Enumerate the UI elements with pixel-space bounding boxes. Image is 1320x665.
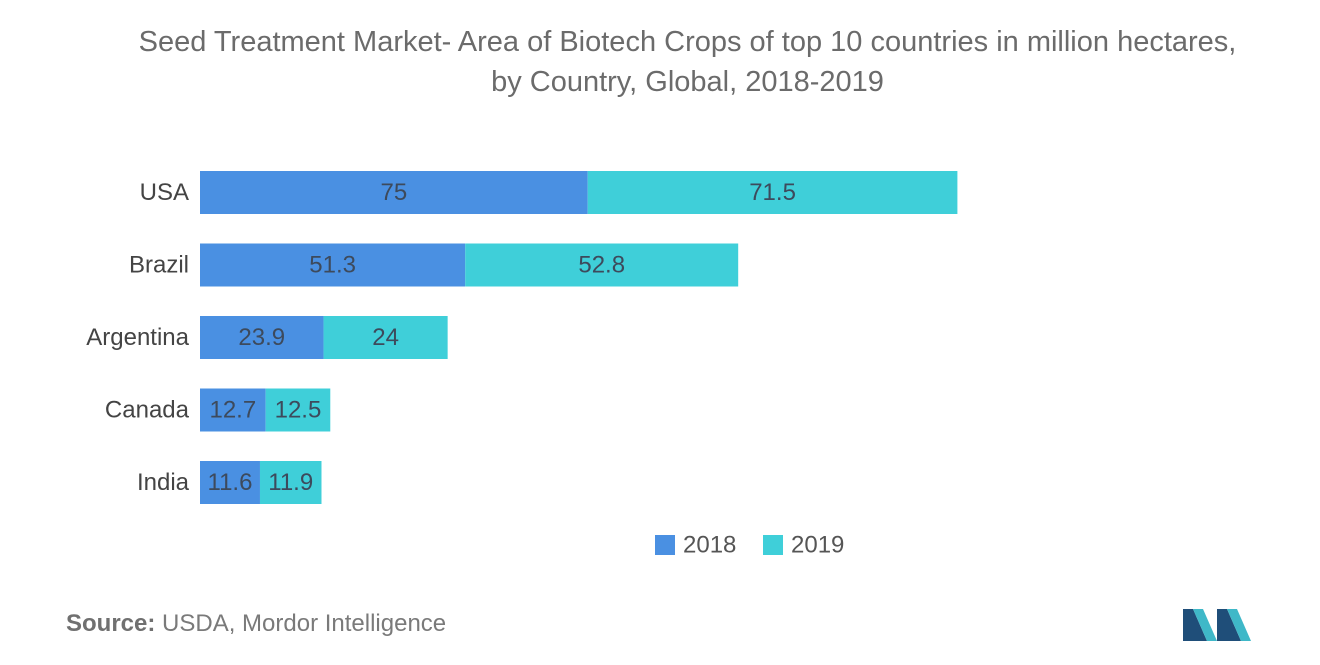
- bar-segment-2018: [200, 243, 466, 287]
- data-label: 24: [372, 324, 399, 351]
- chart-title-line-1: Seed Treatment Market- Area of Biotech C…: [138, 26, 1237, 58]
- data-label: 75: [381, 179, 408, 206]
- source-note: Source: USDA, Mordor Intelligence: [66, 610, 446, 638]
- data-label: 71.5: [749, 179, 796, 206]
- data-label: 52.8: [578, 252, 625, 279]
- legend-label-2018: 2018: [683, 532, 736, 559]
- bar-segment-2018: [200, 316, 324, 359]
- data-label: 11.6: [208, 469, 253, 496]
- legend-label-2019: 2019: [791, 532, 844, 559]
- data-label: 23.9: [238, 324, 285, 351]
- bar-segment-2019: [587, 171, 958, 214]
- bar-segment-2019: [265, 388, 331, 432]
- bar-segment-2019: [465, 243, 739, 287]
- data-label: 12.7: [209, 397, 256, 424]
- legend-swatch-2018: [655, 535, 675, 555]
- source-text: USDA, Mordor Intelligence: [162, 610, 447, 637]
- category-label: USA: [140, 179, 189, 206]
- bar-segment-2018: [200, 171, 588, 214]
- category-label: India: [137, 469, 190, 496]
- chart-title: Seed Treatment Market- Area of Biotech C…: [0, 22, 1320, 102]
- category-label: Brazil: [129, 252, 189, 279]
- mordor-intelligence-logo: [1183, 609, 1251, 641]
- data-label: 51.3: [309, 252, 356, 279]
- bar-segment-2019: [323, 316, 448, 359]
- bar-segment-2018: [200, 388, 266, 432]
- bar-segment-2018: [200, 461, 260, 504]
- source-label: Source:: [66, 610, 156, 637]
- data-label: 11.9: [268, 469, 313, 496]
- chart-title-line-2: by Country, Global, 2018-2019: [491, 66, 884, 98]
- category-label: Argentina: [86, 324, 189, 351]
- legend-swatch-2019: [763, 535, 783, 555]
- data-label: 12.5: [275, 397, 322, 424]
- bar-segment-2019: [259, 461, 322, 504]
- category-label: Canada: [105, 397, 190, 424]
